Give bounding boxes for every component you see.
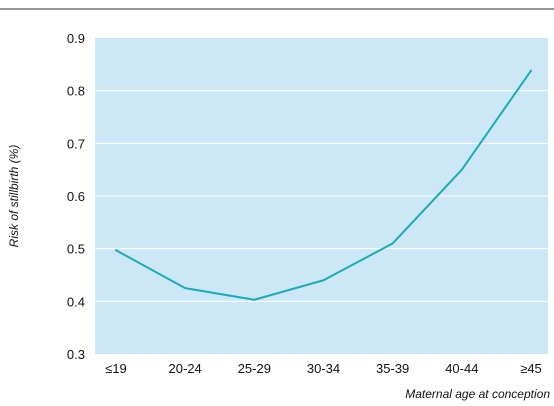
- y-tick-label: 0.5: [67, 242, 85, 257]
- data-point: [184, 287, 187, 290]
- gridlines: [95, 90, 548, 302]
- x-tick-label: 35-39: [376, 361, 409, 376]
- y-tick-label: 0.9: [67, 31, 85, 46]
- y-tick-label: 0.7: [67, 136, 85, 151]
- x-tick-label: 25-29: [238, 361, 271, 376]
- series-group: [115, 69, 532, 301]
- y-axis-ticks: 0.3 0.4 0.5 0.6 0.7 0.8 0.9: [67, 31, 85, 362]
- data-point: [460, 168, 463, 171]
- y-axis-title: Risk of stillbirth (%): [7, 145, 21, 248]
- y-tick-label: 0.8: [67, 84, 85, 99]
- x-tick-label: 30-34: [307, 361, 340, 376]
- data-point: [322, 279, 325, 282]
- data-point: [115, 249, 117, 252]
- x-tick-label: 40-44: [445, 361, 478, 376]
- x-tick-label: 20-24: [169, 361, 202, 376]
- y-tick-label: 0.4: [67, 294, 85, 309]
- x-axis-ticks: ≤19 20-24 25-29 30-34 35-39 40-44 ≥45: [105, 361, 542, 376]
- data-point: [530, 69, 532, 72]
- data-point: [253, 298, 256, 301]
- x-axis-title: Maternal age at conception: [405, 387, 550, 401]
- x-tick-label: ≤19: [105, 361, 127, 376]
- y-tick-label: 0.3: [67, 347, 85, 362]
- x-tick-label: ≥45: [520, 361, 542, 376]
- y-tick-label: 0.6: [67, 189, 85, 204]
- data-point: [391, 242, 394, 245]
